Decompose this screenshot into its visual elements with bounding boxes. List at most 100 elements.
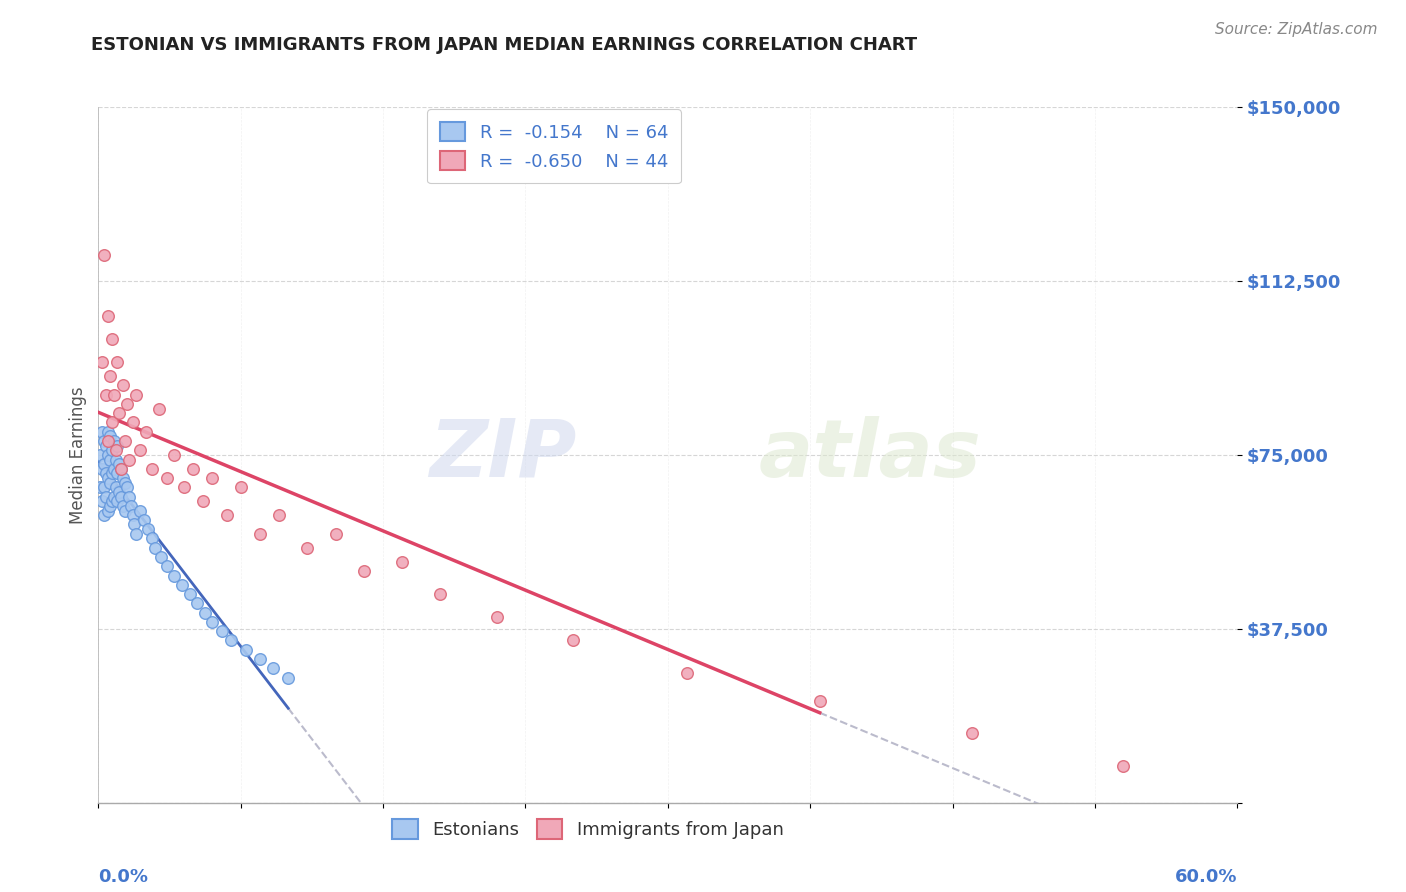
Point bbox=[104, 480, 127, 494]
Point bbox=[124, 517, 146, 532]
Point bbox=[107, 494, 129, 508]
Point bbox=[108, 485, 131, 500]
Point bbox=[93, 508, 115, 523]
Point bbox=[150, 549, 173, 564]
Y-axis label: Median Earnings: Median Earnings bbox=[69, 386, 87, 524]
Point bbox=[115, 480, 138, 494]
Point bbox=[118, 490, 141, 504]
Point bbox=[1112, 758, 1135, 772]
Point bbox=[170, 578, 193, 592]
Point bbox=[97, 309, 120, 323]
Point bbox=[89, 480, 111, 494]
Point bbox=[249, 652, 271, 666]
Point bbox=[100, 467, 122, 481]
Point bbox=[179, 587, 201, 601]
Point bbox=[808, 694, 831, 708]
Text: ZIP: ZIP bbox=[429, 416, 576, 494]
Point bbox=[183, 462, 205, 476]
Point bbox=[129, 443, 152, 458]
Point bbox=[114, 434, 136, 448]
Point bbox=[97, 448, 120, 462]
Text: 0.0%: 0.0% bbox=[98, 868, 149, 886]
Point bbox=[136, 522, 159, 536]
Point bbox=[103, 462, 125, 476]
Point bbox=[132, 513, 155, 527]
Point bbox=[194, 606, 217, 620]
Point bbox=[91, 462, 114, 476]
Point bbox=[163, 568, 186, 582]
Point bbox=[98, 475, 121, 490]
Point bbox=[173, 480, 195, 494]
Point bbox=[267, 508, 290, 523]
Point bbox=[107, 355, 129, 369]
Point bbox=[118, 452, 141, 467]
Point bbox=[91, 425, 114, 439]
Point bbox=[486, 610, 509, 624]
Point bbox=[94, 467, 117, 481]
Point bbox=[93, 480, 115, 494]
Point bbox=[108, 406, 131, 420]
Point bbox=[98, 369, 121, 384]
Point bbox=[98, 429, 121, 443]
Point bbox=[562, 633, 585, 648]
Point bbox=[100, 416, 122, 430]
Point bbox=[148, 401, 170, 416]
Point bbox=[93, 248, 115, 262]
Point bbox=[277, 671, 299, 685]
Point bbox=[145, 541, 167, 555]
Point bbox=[103, 434, 125, 448]
Text: ESTONIAN VS IMMIGRANTS FROM JAPAN MEDIAN EARNINGS CORRELATION CHART: ESTONIAN VS IMMIGRANTS FROM JAPAN MEDIAN… bbox=[91, 36, 918, 54]
Point bbox=[93, 434, 115, 448]
Point bbox=[249, 526, 271, 541]
Point bbox=[156, 471, 179, 485]
Point bbox=[94, 439, 117, 453]
Point bbox=[91, 355, 114, 369]
Point bbox=[429, 587, 451, 601]
Point bbox=[121, 416, 143, 430]
Point bbox=[186, 596, 208, 610]
Point bbox=[201, 615, 224, 629]
Point bbox=[89, 448, 111, 462]
Point bbox=[156, 559, 179, 574]
Text: atlas: atlas bbox=[759, 416, 981, 494]
Point bbox=[108, 457, 131, 471]
Point bbox=[107, 439, 129, 453]
Point bbox=[217, 508, 239, 523]
Point bbox=[211, 624, 233, 639]
Point bbox=[97, 434, 120, 448]
Point bbox=[141, 532, 163, 546]
Point bbox=[325, 526, 347, 541]
Point bbox=[100, 332, 122, 346]
Point bbox=[201, 471, 224, 485]
Point bbox=[120, 499, 142, 513]
Point bbox=[115, 397, 138, 411]
Text: 60.0%: 60.0% bbox=[1175, 868, 1237, 886]
Point bbox=[114, 503, 136, 517]
Point bbox=[297, 541, 319, 555]
Point bbox=[110, 462, 132, 476]
Point bbox=[94, 490, 117, 504]
Point bbox=[353, 564, 375, 578]
Point bbox=[103, 490, 125, 504]
Point bbox=[141, 462, 163, 476]
Point bbox=[135, 425, 157, 439]
Point bbox=[125, 526, 148, 541]
Point bbox=[100, 443, 122, 458]
Legend: Estonians, Immigrants from Japan: Estonians, Immigrants from Japan bbox=[385, 812, 792, 846]
Point bbox=[114, 475, 136, 490]
Point bbox=[229, 480, 252, 494]
Point bbox=[97, 425, 120, 439]
Point bbox=[960, 726, 983, 740]
Point bbox=[97, 471, 120, 485]
Point bbox=[104, 452, 127, 467]
Point bbox=[235, 642, 257, 657]
Point bbox=[221, 633, 243, 648]
Point bbox=[97, 503, 120, 517]
Point bbox=[93, 457, 115, 471]
Point bbox=[110, 462, 132, 476]
Point bbox=[112, 471, 135, 485]
Point bbox=[129, 503, 152, 517]
Point bbox=[98, 452, 121, 467]
Point bbox=[91, 494, 114, 508]
Point bbox=[676, 665, 699, 680]
